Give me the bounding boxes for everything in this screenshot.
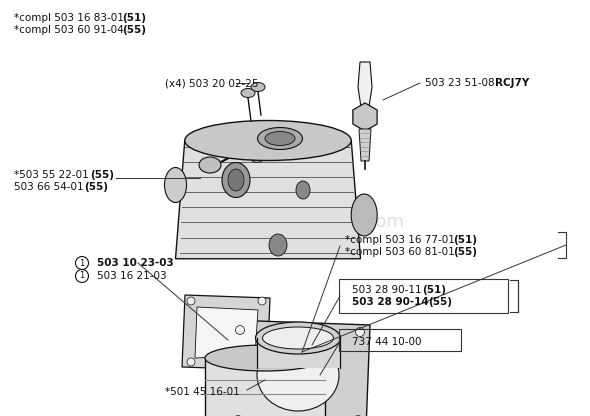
Ellipse shape — [187, 358, 195, 366]
Ellipse shape — [185, 121, 351, 161]
Ellipse shape — [228, 169, 244, 191]
Text: (51): (51) — [122, 13, 146, 23]
Text: 1: 1 — [80, 258, 84, 267]
Text: *501 45 16-01: *501 45 16-01 — [165, 387, 240, 397]
Ellipse shape — [258, 358, 266, 366]
Text: (51): (51) — [422, 285, 447, 295]
Text: *503 55 22-01: *503 55 22-01 — [14, 170, 92, 180]
Polygon shape — [195, 307, 258, 358]
Text: 503 10 23-03: 503 10 23-03 — [97, 258, 173, 268]
Text: (51): (51) — [453, 235, 477, 245]
Text: (55): (55) — [84, 182, 109, 192]
Ellipse shape — [296, 181, 310, 199]
Ellipse shape — [226, 141, 244, 154]
Text: 503 28 90-11: 503 28 90-11 — [352, 285, 425, 295]
Ellipse shape — [205, 345, 325, 371]
Text: (55): (55) — [122, 25, 146, 35]
Ellipse shape — [187, 297, 195, 305]
Polygon shape — [205, 358, 325, 416]
Ellipse shape — [235, 325, 244, 334]
Text: *compl 503 60 81-01: *compl 503 60 81-01 — [345, 247, 458, 257]
Ellipse shape — [251, 82, 265, 92]
Ellipse shape — [269, 234, 287, 256]
Text: RCJ7Y: RCJ7Y — [496, 78, 530, 88]
Text: (55): (55) — [428, 297, 452, 307]
Polygon shape — [358, 62, 372, 107]
Text: (55): (55) — [453, 247, 477, 257]
Ellipse shape — [255, 322, 340, 354]
Ellipse shape — [251, 154, 264, 163]
Ellipse shape — [265, 131, 295, 146]
Polygon shape — [182, 295, 270, 370]
Text: 737 44 10-00: 737 44 10-00 — [352, 337, 421, 347]
Text: *compl 503 60 91-04: *compl 503 60 91-04 — [14, 25, 127, 35]
Text: *compl 503 16 77-01: *compl 503 16 77-01 — [345, 235, 458, 245]
Ellipse shape — [165, 168, 186, 203]
Ellipse shape — [257, 127, 303, 149]
Text: 503 16 21-03: 503 16 21-03 — [97, 271, 166, 281]
Ellipse shape — [263, 327, 333, 349]
Polygon shape — [226, 320, 370, 416]
Polygon shape — [353, 103, 377, 131]
Ellipse shape — [356, 327, 365, 337]
Text: (55): (55) — [90, 170, 114, 180]
Ellipse shape — [222, 163, 250, 198]
Text: eReplacementParts.com: eReplacementParts.com — [185, 213, 405, 231]
Polygon shape — [359, 129, 371, 161]
Text: 503 28 90-14: 503 28 90-14 — [352, 297, 432, 307]
Ellipse shape — [351, 194, 377, 236]
Text: 503 23 51-08: 503 23 51-08 — [425, 78, 498, 88]
Polygon shape — [257, 338, 339, 368]
Text: 503 66 54-01: 503 66 54-01 — [14, 182, 87, 192]
Ellipse shape — [236, 144, 252, 154]
Text: (x4) 503 20 02-25: (x4) 503 20 02-25 — [165, 78, 258, 88]
Polygon shape — [175, 141, 360, 259]
Ellipse shape — [241, 89, 255, 97]
Ellipse shape — [257, 339, 339, 411]
Text: *compl 503 16 83-01: *compl 503 16 83-01 — [14, 13, 127, 23]
Ellipse shape — [199, 157, 221, 173]
Ellipse shape — [258, 297, 266, 305]
Text: 1: 1 — [80, 272, 84, 280]
